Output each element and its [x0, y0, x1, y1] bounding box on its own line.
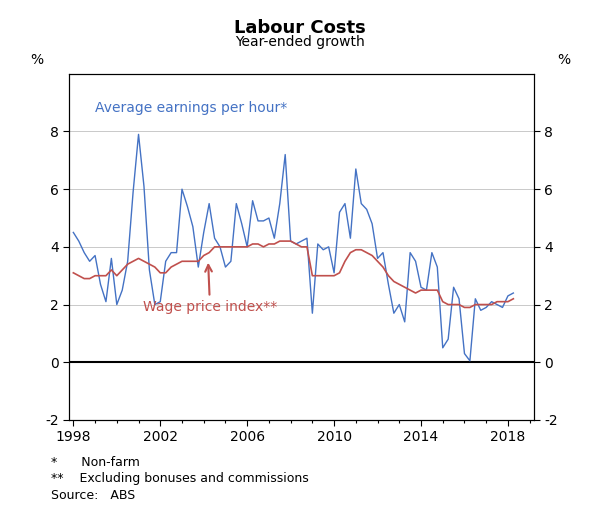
Text: %: % — [30, 53, 43, 67]
Text: Source:   ABS: Source: ABS — [51, 489, 135, 502]
Text: Average earnings per hour*: Average earnings per hour* — [95, 101, 287, 116]
Text: %: % — [557, 53, 571, 67]
Text: Wage price index**: Wage price index** — [143, 265, 277, 314]
Text: *      Non-farm: * Non-farm — [51, 456, 140, 469]
Text: **    Excluding bonuses and commissions: ** Excluding bonuses and commissions — [51, 472, 309, 486]
Text: Labour Costs: Labour Costs — [234, 19, 366, 37]
Text: Year-ended growth: Year-ended growth — [235, 35, 365, 49]
